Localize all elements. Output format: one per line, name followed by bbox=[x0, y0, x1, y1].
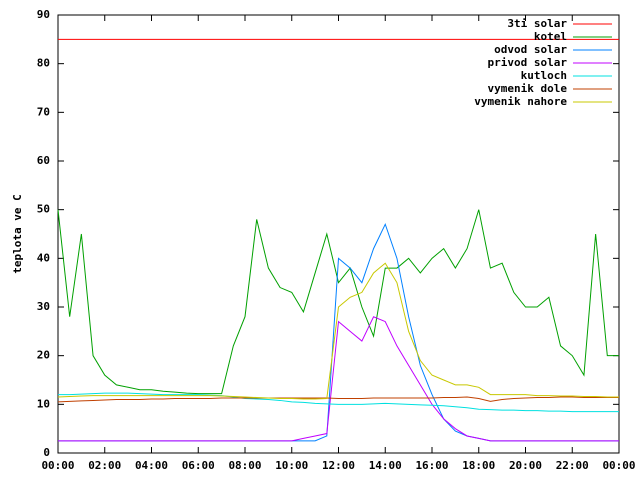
series-line bbox=[57, 396, 619, 403]
x-tick-label: 16:00 bbox=[415, 459, 448, 472]
legend-label: vymenik nahore bbox=[474, 95, 567, 108]
x-tick-label: 00:00 bbox=[602, 459, 635, 472]
series-line bbox=[57, 262, 619, 400]
y-tick-label: 70 bbox=[37, 105, 50, 118]
x-tick-label: 08:00 bbox=[228, 459, 261, 472]
series-line bbox=[57, 209, 619, 395]
y-axis-label: teplota ve C bbox=[11, 194, 24, 273]
legend-label: vymenik dole bbox=[488, 82, 568, 95]
x-tick-label: 22:00 bbox=[556, 459, 589, 472]
y-tick-label: 60 bbox=[37, 154, 50, 167]
y-tick-label: 30 bbox=[37, 300, 50, 313]
x-tick-label: 18:00 bbox=[462, 459, 495, 472]
x-tick-label: 20:00 bbox=[509, 459, 542, 472]
y-tick-label: 0 bbox=[43, 446, 50, 459]
x-tick-label: 00:00 bbox=[41, 459, 74, 472]
y-tick-label: 50 bbox=[37, 203, 50, 216]
x-tick-label: 04:00 bbox=[135, 459, 168, 472]
y-tick-label: 80 bbox=[37, 57, 50, 70]
x-tick-label: 14:00 bbox=[369, 459, 402, 472]
y-tick-label: 90 bbox=[37, 8, 50, 21]
legend-label: kutloch bbox=[521, 69, 567, 82]
legend-label: privod solar bbox=[488, 56, 568, 69]
x-tick-label: 12:00 bbox=[322, 459, 355, 472]
legend-label: kotel bbox=[534, 30, 567, 43]
series-line bbox=[58, 222, 619, 442]
y-tick-label: 10 bbox=[37, 397, 50, 410]
series-line bbox=[58, 316, 619, 442]
y-tick-label: 20 bbox=[37, 349, 50, 362]
x-tick-label: 10:00 bbox=[275, 459, 308, 472]
x-tick-label: 02:00 bbox=[88, 459, 121, 472]
series-line bbox=[58, 392, 619, 413]
x-tick-label: 06:00 bbox=[182, 459, 215, 472]
legend-label: 3ti solar bbox=[507, 17, 567, 30]
legend-label: odvod solar bbox=[494, 43, 567, 56]
y-tick-label: 40 bbox=[37, 251, 50, 264]
